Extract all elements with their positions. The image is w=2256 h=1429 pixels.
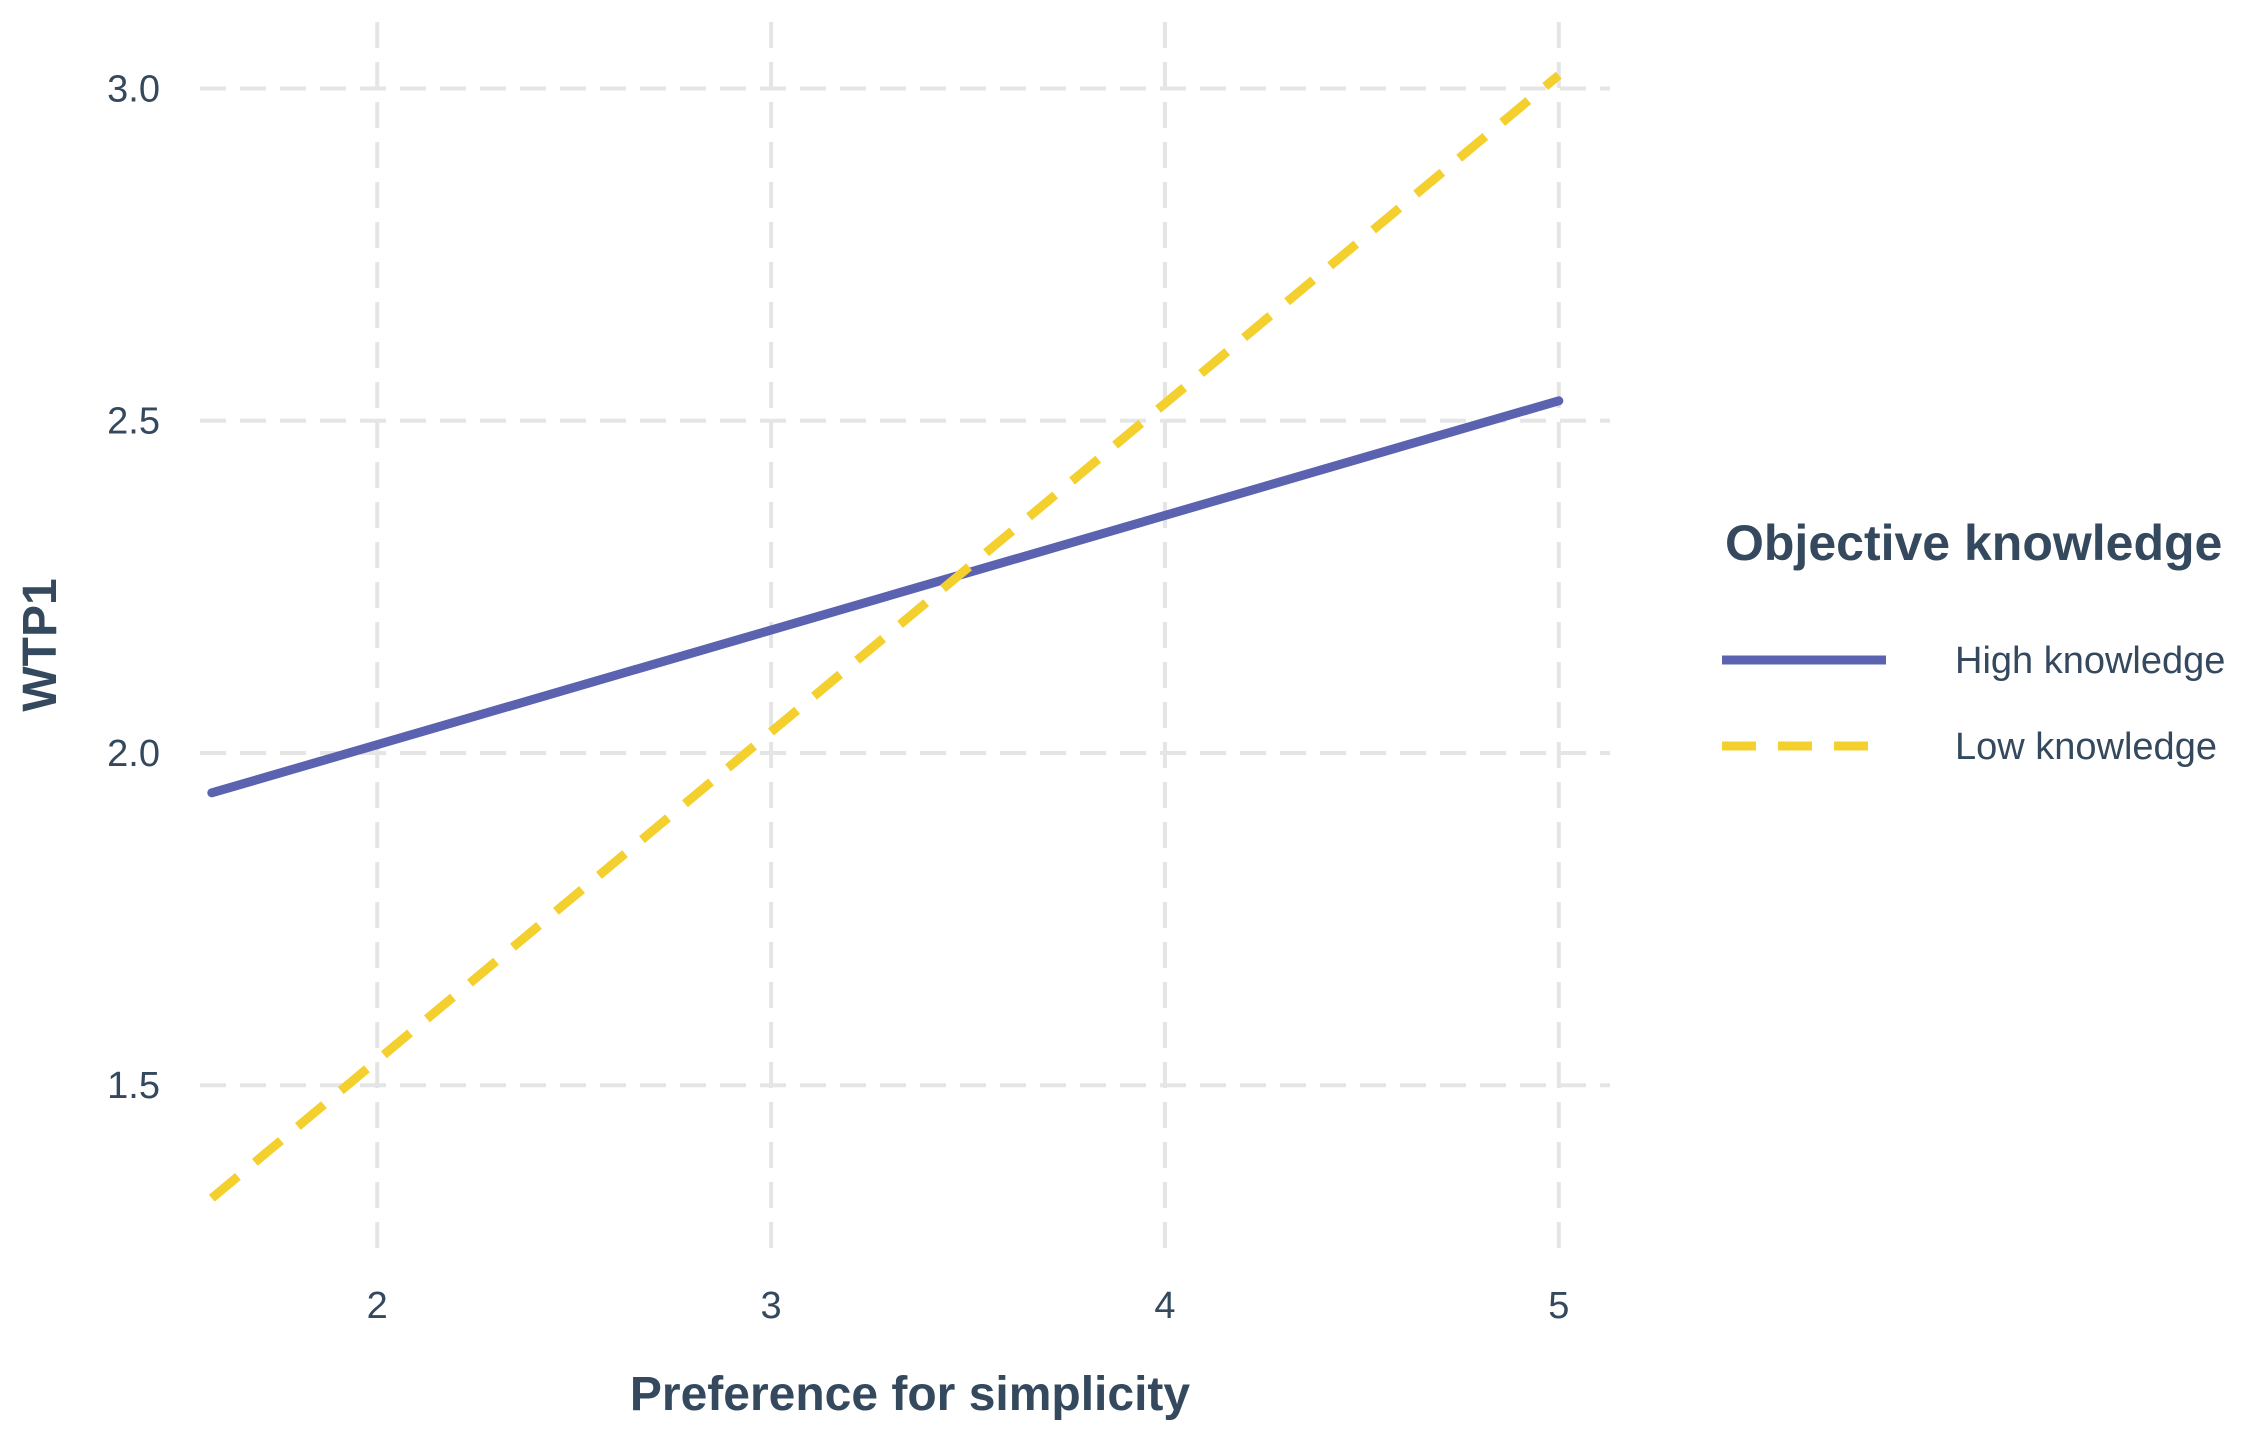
legend: Objective knowledge High knowledge Low kn… <box>1722 515 2225 768</box>
series-line-low-knowledge <box>208 71 1562 1202</box>
plot-series <box>207 71 1564 1202</box>
y-axis-title: WTP1 <box>14 578 67 711</box>
x-tick-label: 5 <box>1548 1285 1569 1327</box>
x-tick-label: 3 <box>761 1285 782 1327</box>
legend-title: Objective knowledge <box>1725 515 2222 571</box>
x-tick-label: 2 <box>367 1285 388 1327</box>
legend-items: High knowledge Low knowledge <box>1722 640 2225 768</box>
series-line-high-knowledge <box>207 396 1564 798</box>
y-tick-label: 2.0 <box>107 733 160 775</box>
y-axis-ticks: 1.5 2.0 2.5 3.0 <box>107 68 160 1107</box>
x-axis-ticks: 2 3 4 5 <box>367 1285 1570 1327</box>
legend-label: High knowledge <box>1955 640 2225 682</box>
legend-label: Low knowledge <box>1955 726 2217 768</box>
x-tick-label: 4 <box>1154 1285 1175 1327</box>
y-tick-label: 2.5 <box>107 401 160 443</box>
y-tick-label: 1.5 <box>107 1065 160 1107</box>
x-axis-title: Preference for simplicity <box>630 1368 1191 1421</box>
grid <box>200 22 1610 1258</box>
y-tick-label: 3.0 <box>107 68 160 110</box>
